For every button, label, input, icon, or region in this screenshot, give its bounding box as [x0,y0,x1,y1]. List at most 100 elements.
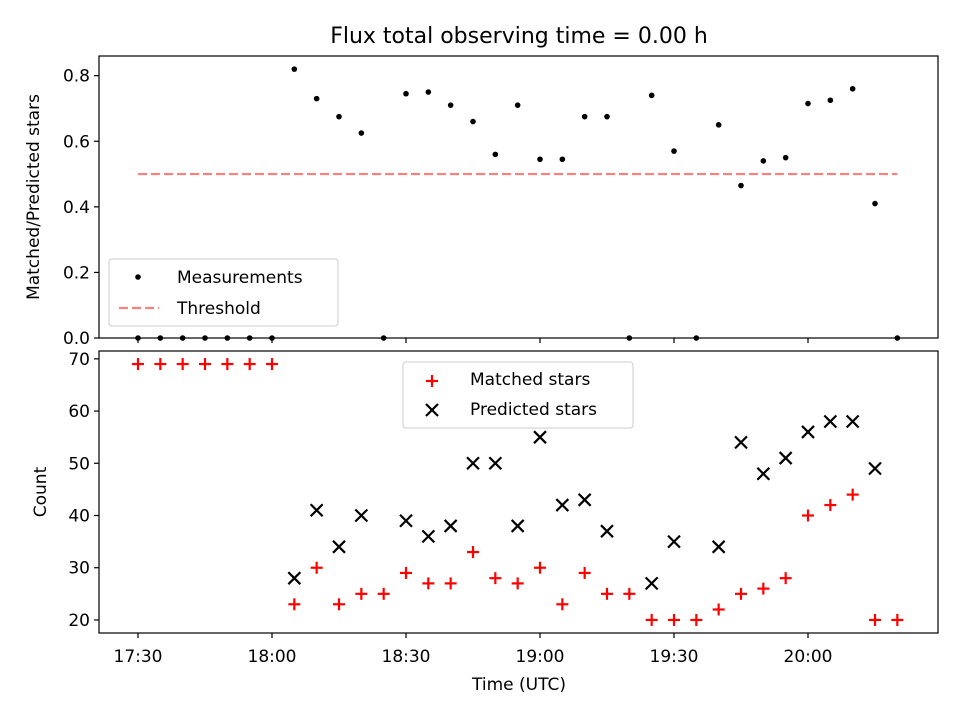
bottom-xtick-label: 18:00 [248,647,297,667]
predicted-stars-point [555,498,570,512]
matched-stars-point [712,603,725,616]
legend-matched-marker [426,375,438,387]
measurement-point [604,113,610,120]
bottom-ytick-label: 20 [68,611,90,631]
predicted-stars-point [868,461,882,476]
measurement-point [447,102,454,108]
predicted-stars-point [845,414,860,429]
measurement-point [291,66,298,72]
matched-stars-point [221,358,234,371]
legend-matched-label: Matched stars [470,370,590,390]
top-x-ticks [137,338,809,343]
legend-measurements-label: Measurements [177,268,303,288]
predicted-stars-point [443,519,458,533]
bottom-panel: 20 30 40 50 60 70 17:30 18:00 18:30 19:00 19:30 20… [31,350,939,695]
legend-predicted-marker [425,403,439,417]
legend-predicted-label: Predicted stars [470,400,597,420]
matched-stars-point [735,587,747,600]
bottom-axes-frame [98,350,939,634]
matched-stars-point [243,358,256,371]
predicted-stars-point [488,456,503,471]
legend-threshold-label: Threshold [176,299,261,319]
predicted-stars-point [711,540,726,554]
predicted-stars-point [644,576,659,591]
matched-stars-point [824,499,837,512]
predicted-stars-point [778,451,793,465]
top-plot-marks [135,66,901,341]
matched-stars-point [489,572,502,585]
matched-stars-point [534,561,546,574]
matched-stars-point [333,598,345,611]
measurement-point [738,182,744,189]
matched-stars-point [377,587,390,600]
measurement-point [849,85,856,92]
predicted-stars-point [533,430,547,444]
measurement-point [671,148,677,154]
bottom-ytick-label: 70 [68,350,90,370]
bottom-ytick-label: 50 [68,454,90,474]
bottom-xtick-label: 19:30 [650,647,699,667]
matched-stars-point [355,587,368,600]
measurement-point [403,90,409,97]
bottom-xtick-label: 20:00 [784,647,833,667]
measurement-point [581,113,588,120]
predicted-stars-point [577,493,592,507]
matched-stars-point [645,613,658,626]
matched-stars-point [802,509,814,522]
matched-stars-point [668,613,680,626]
matched-stars-point [132,358,144,371]
matched-stars-point [891,613,904,626]
matched-stars-point [199,358,211,371]
top-axes-frame [98,55,939,339]
predicted-stars-point [756,466,771,481]
predicted-stars-point [734,435,748,450]
bottom-ytick-label: 60 [68,402,90,422]
matched-stars-point [511,577,524,590]
matched-stars-point [176,358,189,371]
top-y-axis-label: Matched/Predicted stars [24,94,44,300]
matched-stars-point [400,566,412,579]
measurement-point [336,113,342,120]
matched-stars-point [869,613,881,626]
predicted-stars-point [801,425,815,439]
measurement-point [537,156,543,163]
top-ytick-label: 0.8 [63,67,90,87]
top-panel: 0.00.20.40.60.8 Matched/Predicted stars … [24,55,939,349]
bottom-y-axis-label: Count [31,466,51,517]
matched-stars-point [422,577,435,590]
top-legend-box [108,258,339,327]
matched-stars-point [779,572,792,585]
predicted-stars-point [309,503,324,518]
matched-stars-point [310,561,323,574]
matched-stars-point [623,587,636,600]
measurement-point [313,95,320,102]
measurement-point [492,151,499,158]
bottom-legend-box [402,361,634,429]
measurement-point [760,158,767,164]
chart-title: Flux total observing time = 0.00 h [330,24,708,49]
bottom-ytick-label: 40 [68,507,90,527]
matched-stars-point [601,587,613,600]
x-axis-label: Time (UTC) [471,675,566,695]
measurement-point [559,156,566,163]
legend-measurements-marker [135,274,141,280]
matched-stars-point [154,358,167,371]
measurement-point [358,130,365,136]
measurement-point [470,118,476,125]
matched-stars-point [444,577,457,590]
measurement-point [872,200,878,207]
bottom-xtick-label: 17:30 [114,647,163,667]
predicted-stars-point [287,571,302,585]
predicted-stars-point [667,534,681,549]
matched-stars-point [690,613,703,626]
bottom-plot-marks [132,358,904,626]
predicted-stars-point [600,524,614,538]
top-legend: Measurements Threshold [108,258,339,327]
bottom-legend: Matched stars Predicted stars [402,361,634,429]
predicted-stars-point [332,540,346,554]
top-ytick-label: 0.6 [63,132,90,152]
measurement-point [648,92,655,99]
predicted-stars-point [399,513,413,528]
bottom-xtick-label: 19:00 [516,647,565,667]
